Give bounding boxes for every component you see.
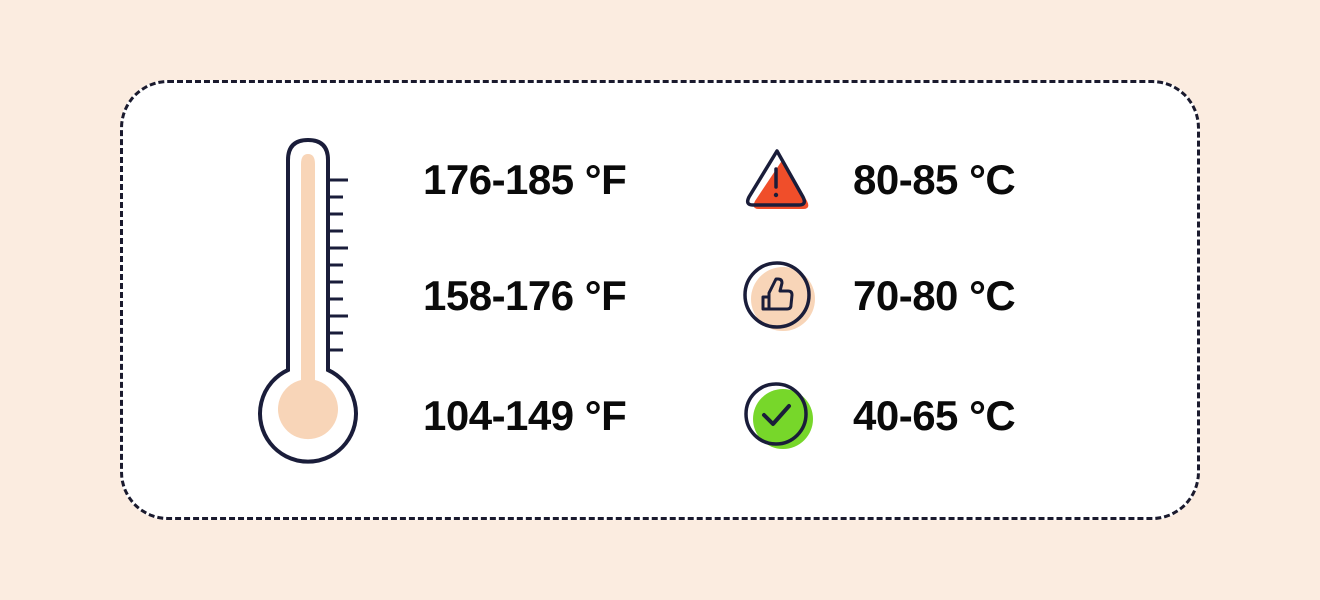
fahrenheit-value: 104-149 °F (423, 392, 703, 440)
temp-row-hot: 176-185 °F 80-85 °C (423, 145, 1113, 215)
celsius-value: 80-85 °C (853, 156, 1113, 204)
fahrenheit-value: 176-185 °F (423, 156, 703, 204)
check-icon (733, 377, 823, 455)
warning-icon (733, 145, 823, 215)
temp-row-warm: 158-176 °F 70-80 °C (423, 257, 1113, 335)
fahrenheit-value: 158-176 °F (423, 272, 703, 320)
celsius-value: 40-65 °C (853, 392, 1113, 440)
temp-row-normal: 104-149 °F 40-65 °C (423, 377, 1113, 455)
celsius-value: 70-80 °C (853, 272, 1113, 320)
temperature-rows: 176-185 °F 80-85 °C 158-176 °F (423, 145, 1113, 455)
info-card: 176-185 °F 80-85 °C 158-176 °F (120, 80, 1200, 520)
thumbs-up-icon (733, 257, 823, 335)
thermometer (233, 130, 383, 470)
